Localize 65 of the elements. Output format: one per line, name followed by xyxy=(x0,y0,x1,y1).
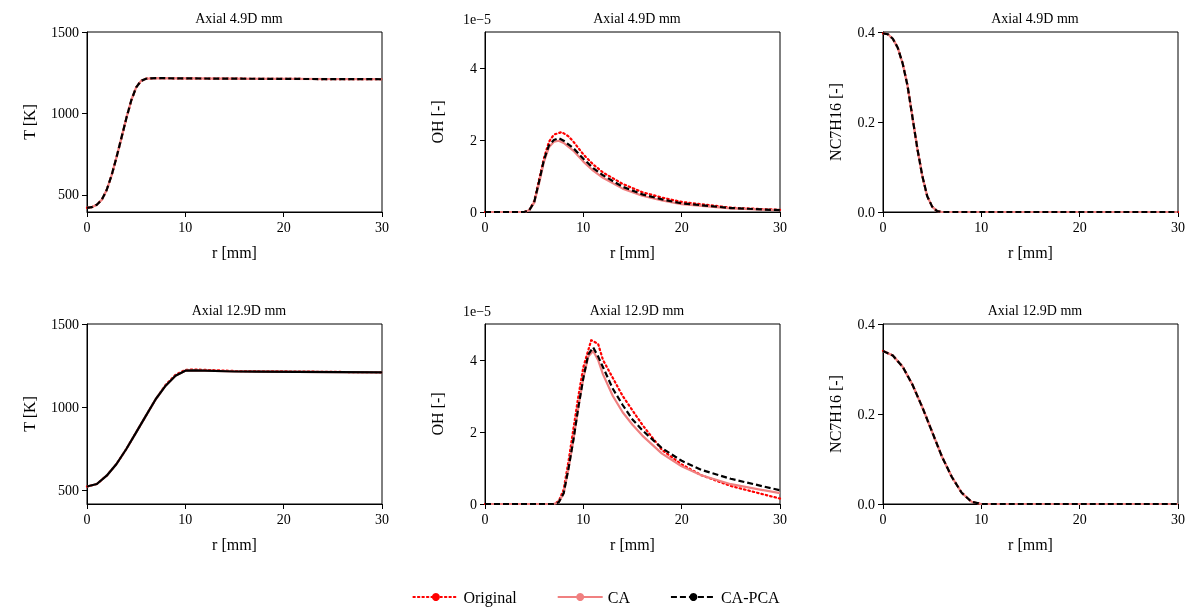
x-tick-label: 0 xyxy=(83,511,91,527)
chart-title: Axial 4.9D mm xyxy=(991,10,1079,26)
legend-label: Original xyxy=(463,588,518,607)
y-tick-label: 1500 xyxy=(51,316,79,332)
text: 1e−5 xyxy=(463,11,492,27)
x-tick-label: 20 xyxy=(276,511,291,527)
legend-label: CA xyxy=(607,588,631,606)
x-tick-label: 10 xyxy=(974,219,989,235)
x-axis-title: r [mm] xyxy=(610,535,655,553)
x-tick-label: 10 xyxy=(178,219,193,235)
x-tick-label: 20 xyxy=(674,219,689,235)
chart-title: Axial 12.9D mm xyxy=(191,302,287,318)
x-axis-title: r [mm] xyxy=(212,535,257,553)
text: 1e−5 xyxy=(463,303,492,319)
y-tick-label: 1000 xyxy=(51,105,79,121)
x-tick-label: 0 xyxy=(83,219,91,235)
y-axis-title: NC7H16 [-] xyxy=(826,83,844,161)
y-axis-title: OH [-] xyxy=(428,392,446,436)
y-tick-label: 2 xyxy=(470,424,477,440)
y-tick-label: 0 xyxy=(470,204,477,220)
x-tick-label: 20 xyxy=(1072,511,1087,527)
y-tick-label: 500 xyxy=(58,187,79,203)
y-tick-label: 4 xyxy=(470,352,477,368)
x-tick-label: 0 xyxy=(879,511,887,527)
x-axis-title: r [mm] xyxy=(610,243,655,261)
x-tick-label: 0 xyxy=(481,219,489,235)
x-tick-label: 30 xyxy=(375,511,389,527)
y-axis-title: OH [-] xyxy=(428,100,446,144)
y-tick-label: 2 xyxy=(470,132,477,148)
y-tick-label: 0.2 xyxy=(857,406,875,422)
y-tick-label: 1500 xyxy=(51,24,79,40)
y-axis-title: T [K] xyxy=(20,396,38,432)
y-tick-label: 0 xyxy=(470,496,477,512)
chart-title: Axial 4.9D mm xyxy=(195,10,283,26)
y-tick-label: 0.4 xyxy=(857,24,875,40)
y-axis-title: T [K] xyxy=(20,104,38,140)
x-axis-title: r [mm] xyxy=(212,243,257,261)
y-tick-label: 500 xyxy=(58,483,79,499)
x-tick-label: 0 xyxy=(481,511,489,527)
chart-title: Axial 12.9D mm xyxy=(589,302,685,318)
x-tick-label: 30 xyxy=(773,219,787,235)
x-tick-label: 10 xyxy=(576,511,591,527)
x-tick-label: 30 xyxy=(773,511,787,527)
x-tick-label: 10 xyxy=(178,511,193,527)
legend-label: CA-PCA xyxy=(720,588,781,606)
y-tick-label: 0.0 xyxy=(857,204,875,220)
x-tick-label: 20 xyxy=(1072,219,1087,235)
x-axis-title: r [mm] xyxy=(1008,243,1053,261)
y-tick-label: 0.2 xyxy=(857,114,875,130)
x-tick-label: 20 xyxy=(674,511,689,527)
x-axis-title: r [mm] xyxy=(1008,535,1053,553)
y-axis-title: NC7H16 [-] xyxy=(826,375,844,453)
x-tick-label: 10 xyxy=(974,511,989,527)
x-tick-label: 20 xyxy=(276,219,291,235)
y-tick-label: 0.4 xyxy=(857,316,875,332)
x-tick-label: 30 xyxy=(1171,219,1185,235)
chart-title: Axial 12.9D mm xyxy=(987,302,1083,318)
x-tick-label: 0 xyxy=(879,219,887,235)
y-tick-label: 1000 xyxy=(51,399,79,415)
x-tick-label: 30 xyxy=(375,219,389,235)
x-tick-label: 10 xyxy=(576,219,591,235)
chart-title: Axial 4.9D mm xyxy=(593,10,681,26)
y-tick-label: 4 xyxy=(470,60,477,76)
x-tick-label: 30 xyxy=(1171,511,1185,527)
y-tick-label: 0.0 xyxy=(857,496,875,512)
